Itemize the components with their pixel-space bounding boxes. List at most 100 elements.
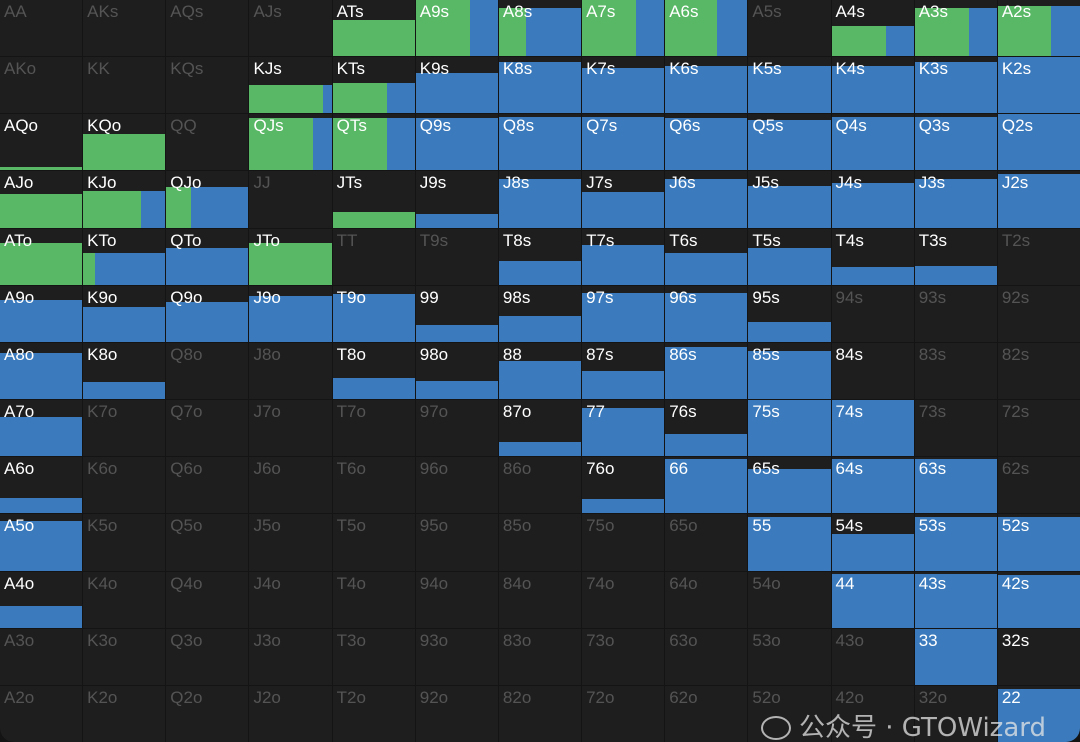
hand-cell[interactable]: 72s (997, 400, 1080, 457)
hand-cell[interactable]: Q7s (582, 114, 665, 171)
hand-cell[interactable]: 65o (665, 514, 748, 571)
hand-cell[interactable]: 63o (665, 628, 748, 685)
hand-cell[interactable]: Q2o (166, 685, 249, 742)
hand-cell[interactable]: A3s (914, 0, 997, 57)
hand-cell[interactable]: K8o (83, 342, 166, 400)
hand-cell[interactable]: K2o (83, 685, 166, 742)
hand-cell[interactable]: 83o (498, 628, 582, 685)
hand-cell[interactable]: KQs (166, 57, 249, 114)
hand-cell[interactable]: K3o (83, 628, 166, 685)
hand-cell[interactable]: Q6s (665, 114, 748, 171)
hand-cell[interactable]: A8o (0, 342, 83, 400)
hand-cell[interactable]: 76s (665, 400, 748, 457)
hand-cell[interactable]: K9o (83, 285, 166, 342)
hand-cell[interactable]: T5o (332, 514, 415, 571)
hand-cell[interactable]: TT (332, 228, 415, 285)
hand-cell[interactable]: 66 (665, 457, 748, 514)
hand-cell[interactable]: 88 (498, 342, 582, 400)
hand-cell[interactable]: 97o (415, 400, 498, 457)
hand-cell[interactable]: 97s (582, 285, 665, 342)
hand-cell[interactable]: 42s (997, 571, 1080, 628)
hand-cell[interactable]: 63s (914, 457, 997, 514)
hand-cell[interactable]: 77 (582, 400, 665, 457)
hand-cell[interactable]: AQo (0, 114, 83, 171)
hand-cell[interactable]: J7o (249, 400, 332, 457)
hand-cell[interactable]: 95o (415, 514, 498, 571)
hand-cell[interactable]: 99 (415, 285, 498, 342)
hand-cell[interactable]: 62s (997, 457, 1080, 514)
hand-cell[interactable]: JTs (332, 171, 415, 228)
hand-cell[interactable]: T6s (665, 228, 748, 285)
hand-cell[interactable]: A6s (665, 0, 748, 57)
hand-cell[interactable]: 76o (582, 457, 665, 514)
hand-cell[interactable]: 43s (914, 571, 997, 628)
hand-cell[interactable]: J2o (249, 685, 332, 742)
hand-cell[interactable]: 74s (831, 400, 914, 457)
hand-cell[interactable]: A9s (415, 0, 498, 57)
hand-cell[interactable]: A7s (582, 0, 665, 57)
hand-cell[interactable]: K2s (997, 57, 1080, 114)
hand-cell[interactable]: Q7o (166, 400, 249, 457)
hand-cell[interactable]: Q8s (498, 114, 582, 171)
hand-cell[interactable]: 86o (498, 457, 582, 514)
hand-cell[interactable]: 54s (831, 514, 914, 571)
hand-cell[interactable]: T6o (332, 457, 415, 514)
hand-cell[interactable]: Q9o (166, 285, 249, 342)
hand-cell[interactable]: 64o (665, 571, 748, 628)
hand-cell[interactable]: Q6o (166, 457, 249, 514)
hand-cell[interactable]: J6o (249, 457, 332, 514)
hand-cell[interactable]: KK (83, 57, 166, 114)
hand-cell[interactable]: T8s (498, 228, 582, 285)
hand-cell[interactable]: 73s (914, 400, 997, 457)
hand-cell[interactable]: A4s (831, 0, 914, 57)
hand-cell[interactable]: 94o (415, 571, 498, 628)
hand-cell[interactable]: K6s (665, 57, 748, 114)
hand-cell[interactable]: J4o (249, 571, 332, 628)
hand-cell[interactable]: T9s (415, 228, 498, 285)
hand-cell[interactable]: 92s (997, 285, 1080, 342)
hand-cell[interactable]: Q4o (166, 571, 249, 628)
hand-cell[interactable]: J3o (249, 628, 332, 685)
hand-cell[interactable]: QJs (249, 114, 332, 171)
hand-cell[interactable]: 73o (582, 628, 665, 685)
hand-cell[interactable]: T7o (332, 400, 415, 457)
hand-cell[interactable]: J9o (249, 285, 332, 342)
hand-cell[interactable]: K8s (498, 57, 582, 114)
hand-cell[interactable]: 87o (498, 400, 582, 457)
hand-cell[interactable]: AQs (166, 0, 249, 57)
hand-cell[interactable]: 33 (914, 628, 997, 685)
hand-cell[interactable]: 75s (748, 400, 831, 457)
hand-cell[interactable]: 55 (748, 514, 831, 571)
hand-cell[interactable]: A5s (748, 0, 831, 57)
hand-cell[interactable]: KQo (83, 114, 166, 171)
hand-cell[interactable]: 75o (582, 514, 665, 571)
hand-cell[interactable]: 87s (582, 342, 665, 400)
hand-cell[interactable]: 96o (415, 457, 498, 514)
hand-cell[interactable]: K6o (83, 457, 166, 514)
hand-cell[interactable]: 84s (831, 342, 914, 400)
hand-cell[interactable]: 93o (415, 628, 498, 685)
hand-cell[interactable]: A7o (0, 400, 83, 457)
hand-cell[interactable]: 72o (582, 685, 665, 742)
hand-cell[interactable]: 44 (831, 571, 914, 628)
hand-cell[interactable]: JTo (249, 228, 332, 285)
hand-cell[interactable]: 92o (415, 685, 498, 742)
hand-cell[interactable]: J8s (498, 171, 582, 228)
hand-cell[interactable]: Q8o (166, 342, 249, 400)
hand-cell[interactable]: Q5s (748, 114, 831, 171)
hand-cell[interactable]: A9o (0, 285, 83, 342)
hand-cell[interactable]: T7s (582, 228, 665, 285)
hand-cell[interactable]: J4s (831, 171, 914, 228)
hand-cell[interactable]: K7s (582, 57, 665, 114)
hand-cell[interactable]: AKo (0, 57, 83, 114)
hand-cell[interactable]: A2s (997, 0, 1080, 57)
hand-cell[interactable]: AA (0, 0, 83, 57)
hand-cell[interactable]: QQ (166, 114, 249, 171)
hand-cell[interactable]: 52s (997, 514, 1080, 571)
hand-cell[interactable]: A3o (0, 628, 83, 685)
hand-cell[interactable]: A2o (0, 685, 83, 742)
hand-cell[interactable]: 64s (831, 457, 914, 514)
hand-cell[interactable]: Q3s (914, 114, 997, 171)
hand-cell[interactable]: 85s (748, 342, 831, 400)
hand-cell[interactable]: T8o (332, 342, 415, 400)
